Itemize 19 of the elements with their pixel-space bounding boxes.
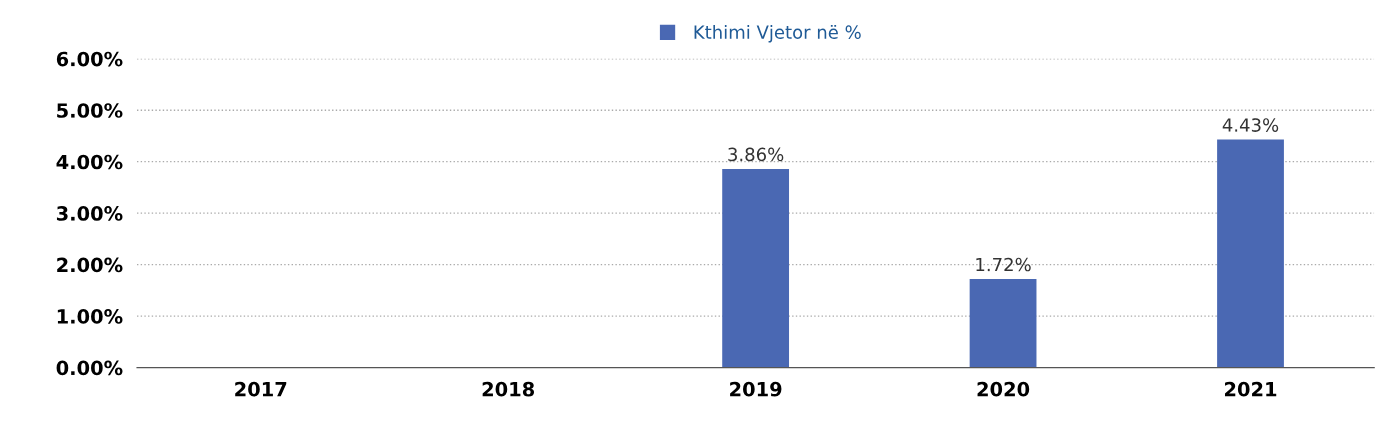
legend-label: Kthimi Vjetor në %: [694, 25, 861, 43]
y-tick-label: 6.00%: [56, 51, 123, 67]
y-tick-label: 3.00%: [56, 206, 123, 221]
y-tick-label: 1.00%: [57, 309, 123, 324]
data-label: 3.86%: [728, 147, 784, 162]
x-tick-label: 2019: [730, 381, 782, 397]
x-tick-label: 2018: [482, 381, 535, 397]
bar: [969, 279, 1037, 368]
data-label: 4.43%: [1222, 118, 1279, 132]
data-label: 1.72%: [976, 257, 1031, 272]
y-tick-label: 4.00%: [56, 154, 123, 170]
x-tick-label: 2017: [235, 381, 287, 397]
bar: [1217, 139, 1284, 368]
bar: [722, 168, 790, 368]
x-tick-label: 2020: [977, 381, 1030, 397]
y-tick-label: 5.00%: [57, 103, 123, 118]
x-tick-label: 2021: [1224, 381, 1277, 397]
y-tick-label: 2.00%: [57, 257, 123, 273]
y-tick-label: 0.00%: [56, 360, 123, 376]
